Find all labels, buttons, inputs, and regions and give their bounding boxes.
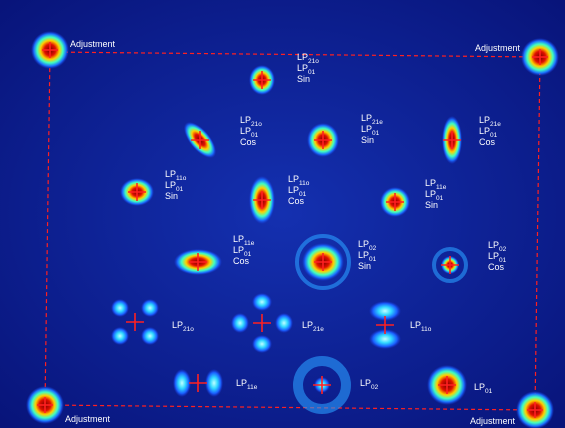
mode-spot [205, 369, 223, 397]
mode-label: Cos [488, 262, 505, 272]
label-subscript: 21e [490, 121, 501, 128]
background [0, 0, 565, 428]
mode-label: Sin [165, 191, 178, 201]
mode-label: Sin [297, 74, 310, 84]
mode-spot [111, 327, 129, 345]
label-text: Cos [288, 196, 305, 206]
label-text: LP [236, 378, 247, 388]
label-text: LP [240, 126, 251, 136]
mode-label: Sin [425, 200, 438, 210]
mode-spot [111, 299, 129, 317]
adjustment-label: Adjustment [475, 43, 521, 53]
label-text: LP [479, 115, 490, 125]
label-subscript: 01 [485, 388, 493, 395]
mode-figure: LP21oLP01SinLP21oLP01CosLP21eLP01SinLP21… [0, 0, 565, 428]
label-text: LP [297, 63, 308, 73]
mode-label: Cos [479, 137, 496, 147]
label-text: LP [233, 245, 244, 255]
label-text: LP [358, 239, 369, 249]
label-text: Sin [425, 200, 438, 210]
label-text: LP [297, 52, 308, 62]
adjustment-label: Adjustment [70, 39, 116, 49]
label-subscript: 21o [183, 326, 194, 333]
mode-label: Cos [233, 256, 250, 266]
label-text: LP [410, 320, 421, 330]
label-subscript: 11o [176, 175, 187, 182]
label-text: LP [288, 174, 299, 184]
label-text: Cos [240, 137, 257, 147]
label-text: LP [425, 178, 436, 188]
mode-spot [252, 293, 272, 311]
label-subscript: 02 [371, 384, 379, 391]
label-text: LP [474, 382, 485, 392]
label-text: LP [361, 124, 372, 134]
label-text: LP [425, 189, 436, 199]
label-text: Cos [488, 262, 505, 272]
label-text: LP [360, 378, 371, 388]
label-subscript: 21o [308, 58, 319, 65]
label-text: LP [361, 113, 372, 123]
mode-label: Sin [361, 135, 374, 145]
label-text: LP [302, 320, 313, 330]
label-text: Sin [361, 135, 374, 145]
label-subscript: 02 [369, 245, 377, 252]
label-text: Sin [165, 191, 178, 201]
label-text: Cos [233, 256, 250, 266]
mode-label: Cos [288, 196, 305, 206]
label-text: LP [240, 115, 251, 125]
adjustment-label: Adjustment [65, 414, 111, 424]
label-subscript: 21e [313, 326, 324, 333]
label-text: LP [172, 320, 183, 330]
mode-spot [252, 335, 272, 353]
adjustment-label: Adjustment [470, 416, 516, 426]
label-text: LP [358, 250, 369, 260]
label-text: LP [165, 180, 176, 190]
label-subscript: 11e [247, 384, 258, 391]
label-subscript: 11e [436, 184, 447, 191]
label-subscript: 02 [499, 246, 507, 253]
label-text: LP [488, 251, 499, 261]
label-text: LP [233, 234, 244, 244]
label-subscript: 11o [299, 180, 310, 187]
mode-spot [275, 313, 293, 333]
label-text: LP [479, 126, 490, 136]
label-subscript: 21e [372, 119, 383, 126]
label-subscript: 11e [244, 240, 255, 247]
label-subscript: 11o [421, 326, 432, 333]
label-text: LP [288, 185, 299, 195]
mode-spot [231, 313, 249, 333]
label-text: Sin [297, 74, 310, 84]
label-text: LP [165, 169, 176, 179]
label-text: Sin [358, 261, 371, 271]
mode-label: Cos [240, 137, 257, 147]
mode-spot [141, 299, 159, 317]
mode-label: Sin [358, 261, 371, 271]
mode-spot [173, 369, 191, 397]
label-text: Cos [479, 137, 496, 147]
label-text: LP [488, 240, 499, 250]
label-subscript: 21o [251, 121, 262, 128]
mode-spot [141, 327, 159, 345]
